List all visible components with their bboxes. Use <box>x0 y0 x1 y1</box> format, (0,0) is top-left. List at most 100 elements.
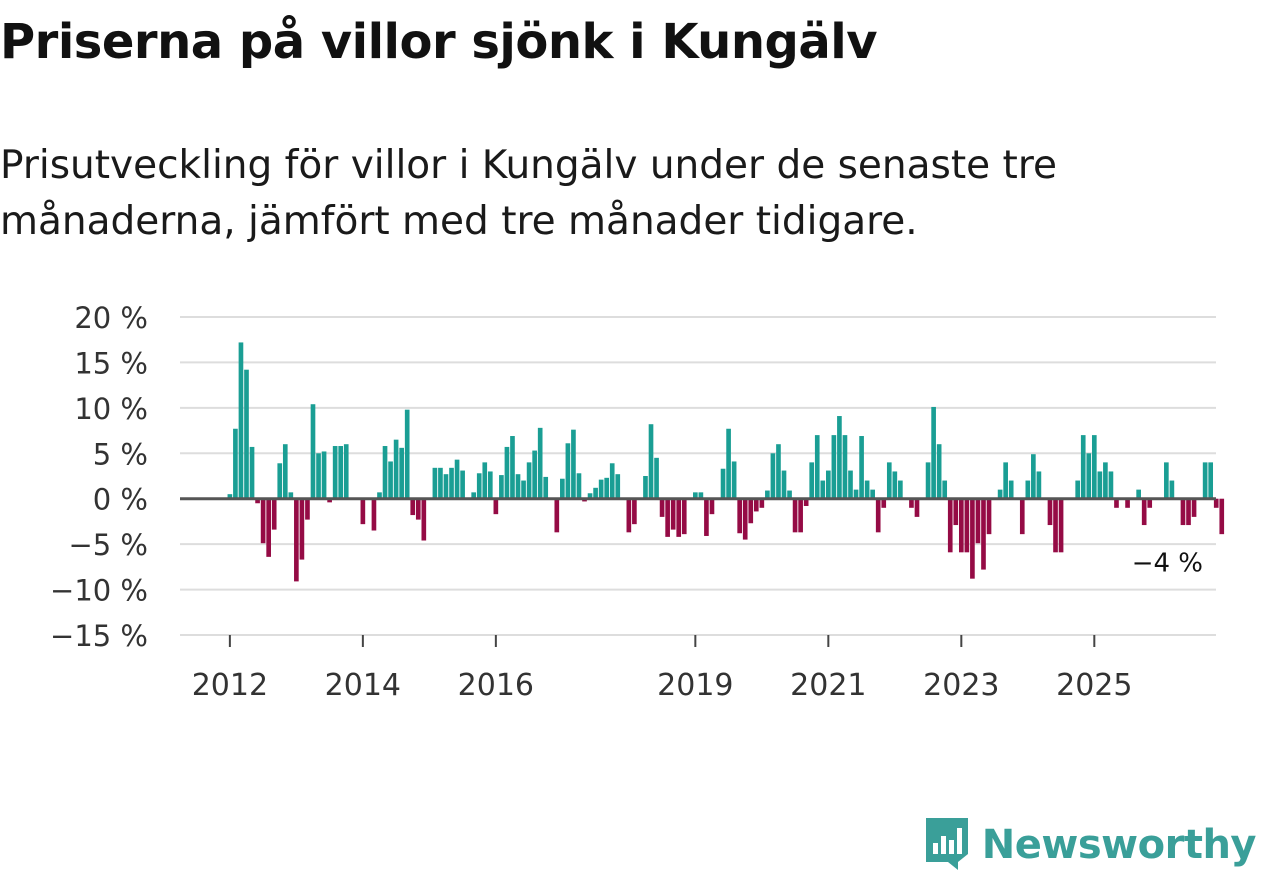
bar <box>975 498 981 544</box>
bar <box>676 498 682 537</box>
bar <box>576 473 582 499</box>
bar <box>1114 498 1119 508</box>
bar <box>914 498 920 517</box>
bar <box>399 447 404 499</box>
bar <box>720 468 726 499</box>
bar <box>371 498 377 531</box>
bar <box>1091 435 1097 499</box>
bar <box>432 467 438 499</box>
bar <box>770 453 776 499</box>
y-tick-label: 15 % <box>74 346 148 380</box>
bar <box>327 498 332 503</box>
y-tick-label: −15 % <box>50 619 148 653</box>
bar <box>742 498 748 540</box>
y-tick-label: 5 % <box>93 437 148 471</box>
bar <box>776 444 781 499</box>
bar <box>343 444 349 499</box>
bar <box>632 498 637 525</box>
chart-title: Priserna på villor sjönk i Kungälv <box>0 14 878 70</box>
bar <box>670 498 676 530</box>
bar <box>970 498 975 579</box>
bar-chart: 20 %15 %10 %5 %0 %−5 %−10 %−15 % 2012 201… <box>50 301 1225 703</box>
bar <box>438 467 443 499</box>
bar <box>521 480 526 499</box>
bar <box>626 498 632 533</box>
bar <box>504 446 510 499</box>
bar <box>997 489 1003 499</box>
bar <box>709 498 715 515</box>
bar <box>737 498 742 534</box>
bar <box>1219 498 1225 535</box>
bar <box>482 462 488 499</box>
bar <box>554 498 560 533</box>
y-tick-label: 10 % <box>74 392 148 426</box>
bar <box>266 498 271 557</box>
bar <box>693 492 698 499</box>
bar <box>1164 462 1169 499</box>
x-tick-label: 2012 <box>192 668 268 703</box>
brand-name: Newsworthy <box>981 822 1257 868</box>
bar <box>1208 462 1214 499</box>
bar <box>609 463 615 499</box>
bar <box>305 498 310 520</box>
bar <box>1180 498 1186 526</box>
x-tick-label: 2014 <box>325 668 401 703</box>
bar <box>953 498 959 526</box>
x-tick-label: 2025 <box>1056 668 1132 703</box>
bar <box>321 451 327 499</box>
bar <box>925 462 931 499</box>
bar <box>864 480 870 499</box>
bar <box>648 424 654 499</box>
bar <box>493 498 499 515</box>
x-tick-label: 2016 <box>458 668 534 703</box>
y-tick-label: 0 % <box>93 483 148 517</box>
bar <box>803 498 809 506</box>
bar <box>859 436 864 499</box>
bar <box>382 446 388 499</box>
bar <box>1191 498 1197 517</box>
bar <box>654 457 659 499</box>
bar <box>593 487 598 499</box>
bar <box>560 478 565 499</box>
bar <box>981 498 986 570</box>
bar <box>753 498 759 512</box>
bar <box>1141 498 1147 526</box>
bar <box>404 409 410 499</box>
bar <box>288 492 294 499</box>
bar <box>260 498 266 544</box>
bar <box>1108 471 1114 499</box>
bar <box>704 498 709 536</box>
bar <box>881 498 887 508</box>
bar <box>886 462 892 499</box>
bar <box>659 498 665 517</box>
bar <box>227 494 233 499</box>
bar <box>454 459 460 499</box>
y-tick-label: 20 % <box>74 301 148 335</box>
bar <box>831 435 837 499</box>
x-tick-label: 2021 <box>790 668 866 703</box>
bar <box>1125 498 1130 508</box>
bar <box>1080 435 1086 499</box>
bar <box>1103 462 1108 499</box>
y-tick-label: −5 % <box>68 528 148 562</box>
bar <box>909 498 914 508</box>
bar <box>238 342 244 499</box>
bar <box>499 475 504 499</box>
bar <box>1136 489 1141 499</box>
bar <box>798 498 803 533</box>
bar <box>233 428 238 499</box>
bar <box>931 406 936 499</box>
bar <box>393 439 399 499</box>
bar <box>1019 498 1025 535</box>
bar <box>1025 480 1031 499</box>
bar <box>958 498 964 553</box>
bar <box>571 429 576 499</box>
bar <box>1053 498 1058 553</box>
bar <box>870 489 875 499</box>
bar <box>986 498 992 535</box>
x-tick-label: 2019 <box>657 668 733 703</box>
bar <box>360 498 366 525</box>
bar <box>1202 462 1208 499</box>
bar <box>249 446 255 499</box>
bar <box>537 427 543 499</box>
